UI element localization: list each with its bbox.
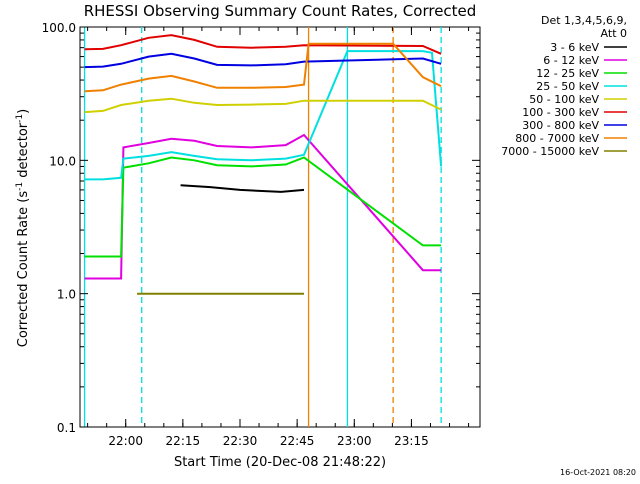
legend-header-line2: Att 0 [601,27,627,40]
x-tick-label: 23:15 [394,434,429,448]
x-tick-label: 23:00 [337,434,372,448]
vertical-markers [83,27,442,427]
legend-entry-label: 7000 - 15000 keV [501,145,599,158]
legend-entry-label: 100 - 300 keV [522,106,599,119]
legend-entry-label: 300 - 800 keV [522,119,599,132]
series-line [84,156,442,258]
legend-entry-label: 25 - 50 keV [536,80,599,93]
series-line [84,52,442,69]
legend-entry-label: 800 - 7000 keV [515,132,599,145]
x-axis-ticks: 22:00 22:15 22:30 22:45 23:00 23:15 [87,27,470,448]
x-axis-label: Start Time (20-Dec-08 21:48:22) [174,455,386,470]
x-tick-label: 22:00 [108,434,143,448]
legend-header-line1: Det 1,3,4,5,6,9, [541,14,627,27]
series-lines [84,34,443,295]
chart-title: RHESSI Observing Summary Count Rates, Co… [84,2,477,20]
series-line [84,34,442,55]
y-tick-label: 100.0 [42,21,76,35]
series-line [180,184,305,193]
y-tick-label: 1.0 [57,288,76,302]
y-tick-label: 0.1 [57,421,76,435]
y-axis-ticks: 100.0 10.0 1.0 0.1 [42,21,480,435]
x-tick-label: 22:30 [223,434,258,448]
x-tick-label: 22:15 [166,434,201,448]
legend-entry-label: 6 - 12 keV [543,54,599,67]
legend-entry-label: 12 - 25 keV [536,67,599,80]
timestamp: 16-Oct-2021 08:20 [560,468,636,477]
y-tick-label: 10.0 [49,154,76,168]
series-line [84,42,442,93]
series-line [84,50,443,181]
series-line [84,97,442,114]
legend-entry-label: 3 - 6 keV [550,41,599,54]
y-axis-label: Corrected Count Rate (s-1 detector-1) [15,109,31,347]
x-tick-label: 22:45 [280,434,315,448]
legend-entry-label: 50 - 100 keV [529,93,599,106]
series-line [84,133,442,280]
plot-frame [79,26,481,428]
